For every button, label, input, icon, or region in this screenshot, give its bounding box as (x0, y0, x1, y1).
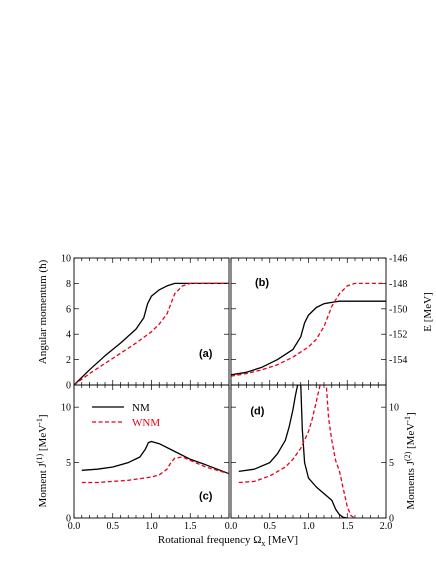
y-axis-label-moment-j1-close: ] (37, 414, 49, 418)
x-axis-label-main: Rotational frequency Ω (158, 534, 261, 546)
y-axis-label-moment-j1-unit-sup: -1 (35, 418, 44, 425)
y-axis-label-moment-j1-main: Moment J (37, 462, 49, 507)
series-line-wnm (238, 385, 356, 518)
y-axis-label-moment-j2-unit-sup: -1 (403, 416, 412, 423)
panel-label: (c) (199, 490, 213, 502)
panel-frame (73, 384, 230, 519)
y-axis-label-moment-j2-unit: [MeV (405, 423, 417, 452)
series-line-nm (74, 282, 229, 385)
panel-b: -146 -148 -150 -152 -154 (b) (230, 254, 407, 386)
panel-a: 0 2 4 6 8 10 (a) (61, 254, 230, 392)
panel-frame (230, 384, 387, 519)
y-axis-label-moment-j1-sup: (1) (35, 454, 44, 464)
y-tick-label: 0 (389, 514, 394, 525)
y-tick-label: -146 (389, 254, 407, 265)
panel-d: 0.0 0.5 1.0 1.5 2.00 5 10 (d) (225, 384, 399, 532)
y-axis-label-moment-j2-sup: (2) (403, 451, 412, 461)
y-tick-label: 2 (66, 355, 71, 366)
x-axis-label-unit: [MeV] (265, 534, 298, 546)
legend-label-wnm: WNM (132, 417, 160, 429)
y-axis-label-moment-j2: Moments J(2) [MeV-1] (403, 412, 417, 509)
y-tick-label: 6 (66, 304, 71, 315)
y-tick-label: 10 (61, 403, 71, 414)
y-tick-label: 4 (66, 330, 71, 341)
y-tick-label: 10 (389, 403, 399, 414)
x-tick-label: 0.5 (107, 521, 120, 532)
series-line-wnm (74, 282, 229, 385)
panel-label: (d) (250, 405, 264, 417)
x-tick-label: 0.0 (68, 521, 81, 532)
panel-frame (73, 257, 230, 386)
y-axis-label-angular-momentum: Angular momentum (ħ) (37, 259, 49, 364)
x-tick-label: 0.0 (225, 521, 238, 532)
x-tick-label: 2.0 (380, 521, 393, 532)
y-tick-label: 0 (66, 514, 71, 525)
y-tick-label: -154 (389, 355, 407, 366)
y-axis-label-moment-j1: Moment J(1) [MeV-1] (35, 414, 49, 507)
series-line-nm (81, 440, 229, 475)
x-axis-label-sub: x (261, 539, 265, 548)
y-tick-label: -150 (389, 304, 407, 315)
panel-label: (b) (255, 277, 269, 289)
y-tick-label: 10 (61, 254, 71, 265)
series-line-wnm (81, 456, 229, 484)
y-tick-label: 0 (66, 381, 71, 392)
panels-group: 0 2 4 6 8 10 (a) -146 -148 -150 -152 -154 (b) 0.0 0.5 1… (61, 254, 407, 533)
y-axis-label-moment-j2-close: ] (405, 412, 417, 416)
y-tick-label: 5 (66, 458, 71, 469)
x-tick-label: 1.0 (302, 521, 315, 532)
x-tick-label: 1.5 (341, 521, 354, 532)
y-axis-label-energy: E [MeV] (422, 292, 434, 331)
x-tick-label: 1.5 (184, 521, 197, 532)
y-tick-label: -152 (389, 330, 407, 341)
x-tick-label: 1.0 (145, 521, 158, 532)
y-tick-label: -148 (389, 279, 407, 290)
legend-label-nm: NM (132, 402, 150, 414)
panel-c: 0.0 0.5 1.0 1.5 0 5 10 (c) (61, 384, 230, 532)
y-tick-label: 5 (389, 458, 394, 469)
panel-label: (a) (199, 348, 213, 360)
y-axis-label-moment-j2-main: Moments J (405, 460, 417, 509)
y-tick-label: 8 (66, 279, 71, 290)
series-line-nm (238, 385, 348, 518)
y-axis-label-moment-j1-unit: [MeV (37, 425, 49, 454)
x-tick-label: 0.5 (264, 521, 277, 532)
legend: NM WNM (92, 402, 160, 429)
series-line-wnm (231, 282, 386, 377)
series-line-nm (231, 300, 386, 376)
x-axis-label: Rotational frequency Ωx [MeV] (158, 534, 298, 548)
